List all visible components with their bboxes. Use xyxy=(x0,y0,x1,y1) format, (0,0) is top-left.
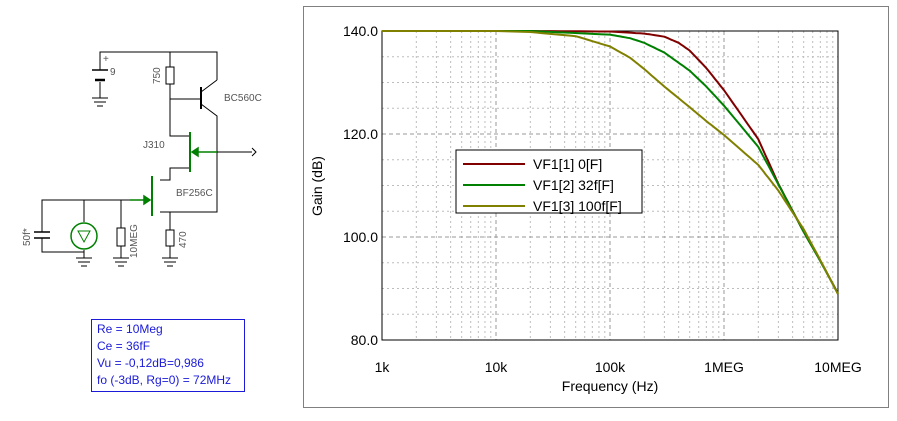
label-battery: 9 xyxy=(110,67,116,78)
current-source-triangle xyxy=(77,230,91,244)
resistor-470 xyxy=(165,229,175,247)
resistor-750 xyxy=(165,66,175,85)
label-r750: 750 xyxy=(152,67,163,84)
legend: VF1[1] 0[F] VF1[2] 32f[F] VF1[3] 100f[F] xyxy=(455,149,643,214)
x-axis-label: Frequency (Hz) xyxy=(562,378,658,394)
label-j1: J310 xyxy=(143,140,165,151)
x-tick-label: 10k xyxy=(485,359,509,375)
label-q1: BC560C xyxy=(224,93,262,104)
info-line-re: Re = 10Meg xyxy=(97,322,163,336)
info-line-ce: Ce = 36fF xyxy=(97,339,151,353)
label-r10meg: 10MEG xyxy=(129,224,140,258)
wire-top-rail xyxy=(99,51,218,80)
info-box: Re = 10Meg Ce = 36fF Vu = -0,12dB=0,986 … xyxy=(91,319,245,392)
gain-chart: 1k 10k 100k 1MEG 10MEG 80.0 100.0 120.0 140.0 Fr… xyxy=(309,23,862,394)
x-tick-label: 100k xyxy=(595,359,626,375)
wire-j1-drain xyxy=(169,99,190,137)
info-line-vu: Vu = -0,12dB=0,986 xyxy=(97,356,204,370)
x-tick-label: 1k xyxy=(375,359,391,375)
legend-label-1: VF1[1] 0[F] xyxy=(533,156,602,172)
j1-gate-arrow xyxy=(190,146,199,158)
y-tick-label: 80.0 xyxy=(351,332,378,348)
ground-r10meg xyxy=(113,257,129,267)
ground-source xyxy=(76,257,92,267)
q1-emitter-collector xyxy=(200,79,218,152)
wire-right-rail xyxy=(170,152,218,213)
output-terminal xyxy=(251,147,257,157)
x-tick-label: 10MEG xyxy=(814,359,861,375)
y-tick-label: 140.0 xyxy=(343,23,378,39)
resistor-10meg xyxy=(116,227,126,247)
circuit-schematic: + 9 750 BC560C J310 BF256C 50f* 10MEG 47… xyxy=(22,51,262,267)
legend-label-2: VF1[2] 32f[F] xyxy=(533,177,614,193)
j2-gate-arrow xyxy=(143,194,152,206)
wire-j2-source xyxy=(160,211,171,258)
wire-j1-source xyxy=(160,167,190,181)
info-line-fo: fo (-3dB, Rg=0) = 72MHz xyxy=(97,373,232,387)
label-r470: 470 xyxy=(178,231,189,248)
y-tick-label: 100.0 xyxy=(343,229,378,245)
wire-capacitor xyxy=(41,213,84,253)
legend-box xyxy=(455,149,643,214)
tick-labels: 1k 10k 100k 1MEG 10MEG 80.0 100.0 120.0 140.0 xyxy=(343,23,862,375)
legend-label-3: VF1[3] 100f[F] xyxy=(533,198,622,214)
y-axis-label: Gain (dB) xyxy=(309,156,325,216)
ground-r470 xyxy=(162,257,178,267)
label-capacitor: 50f* xyxy=(22,228,33,246)
label-j2: BF256C xyxy=(176,188,213,199)
y-tick-label: 120.0 xyxy=(343,126,378,142)
series-lines xyxy=(382,30,839,295)
series-line-3 xyxy=(382,30,839,295)
wire-gate xyxy=(41,199,148,213)
battery-plus: + xyxy=(103,54,109,65)
x-tick-label: 1MEG xyxy=(704,359,744,375)
current-source xyxy=(70,222,98,250)
grid-minor xyxy=(382,31,838,340)
ground-battery xyxy=(92,97,108,107)
